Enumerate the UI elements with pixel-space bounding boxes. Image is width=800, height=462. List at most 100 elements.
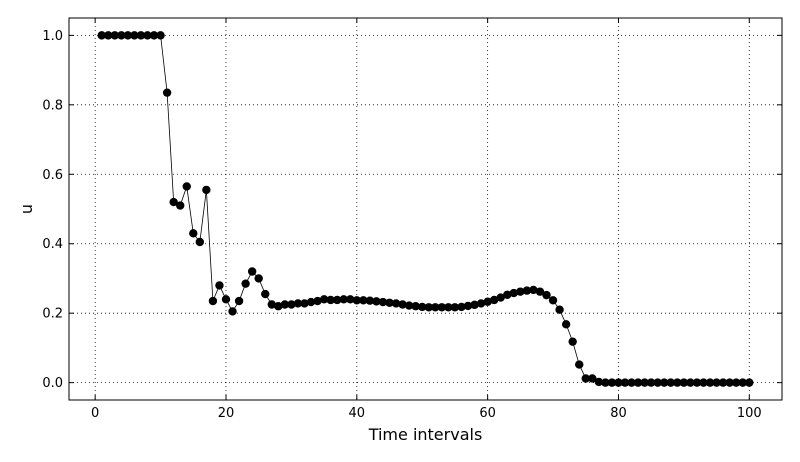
data-point (738, 378, 747, 387)
data-point (718, 378, 728, 387)
data-point (411, 302, 420, 311)
data-point (123, 31, 133, 40)
data-point (372, 297, 381, 306)
data-point (705, 378, 715, 387)
data-point (221, 295, 231, 304)
data-point (287, 300, 296, 309)
data-point (156, 31, 165, 40)
data-point (561, 320, 571, 329)
data-point (149, 31, 159, 40)
data-point (548, 296, 558, 305)
data-point (522, 286, 532, 295)
x-tick-label: 80 (610, 406, 627, 421)
ticks (69, 18, 782, 400)
data-point (653, 378, 662, 387)
data-point (673, 378, 682, 387)
data-point (594, 377, 604, 387)
data-point (306, 297, 316, 307)
data-point (568, 337, 577, 346)
data-point (607, 378, 617, 387)
series (97, 31, 754, 387)
data-point (699, 378, 708, 387)
data-point (117, 31, 126, 40)
data-point (326, 295, 335, 305)
data-point (581, 374, 590, 383)
data-point (496, 293, 505, 302)
data-point (97, 31, 106, 40)
data-point (431, 303, 440, 312)
data-point (195, 237, 205, 247)
data-point (339, 295, 348, 304)
y-tick-label: 0.0 (42, 376, 63, 391)
data-point (601, 378, 610, 387)
data-point (503, 290, 512, 299)
data-point (444, 303, 453, 312)
x-tick-label: 40 (349, 406, 366, 421)
data-point (509, 288, 519, 298)
data-point (313, 296, 322, 306)
data-point (130, 31, 139, 40)
data-point (346, 295, 355, 304)
data-point (398, 300, 407, 309)
data-point (476, 299, 486, 308)
data-point (176, 201, 185, 210)
grid (69, 18, 782, 400)
data-point (489, 295, 499, 305)
data-point (666, 378, 675, 387)
data-point (725, 378, 734, 387)
data-point (575, 360, 584, 369)
data-point (404, 301, 414, 310)
data-point (424, 303, 433, 312)
x-axis-label: Time intervals (368, 425, 483, 444)
data-point (378, 297, 388, 307)
data-point (267, 300, 276, 309)
data-point (110, 31, 119, 40)
data-point (732, 378, 741, 387)
data-point (391, 299, 401, 308)
data-point (254, 274, 263, 283)
data-point (385, 298, 394, 307)
data-point (535, 287, 545, 296)
data-point (620, 378, 630, 387)
data-point (660, 378, 669, 387)
data-point (202, 185, 211, 195)
data-point (104, 31, 113, 40)
data-point (692, 378, 702, 387)
data-point (293, 299, 303, 308)
data-point (234, 296, 244, 306)
data-point (169, 197, 178, 207)
data-point (516, 287, 525, 296)
data-point (352, 296, 362, 305)
data-point (646, 378, 656, 387)
data-point (627, 378, 636, 387)
data-point (332, 295, 342, 305)
data-point (143, 31, 152, 40)
data-point (365, 296, 375, 305)
data-point (555, 305, 564, 314)
data-point (463, 301, 473, 311)
data-point (450, 303, 460, 312)
data-point (686, 378, 695, 387)
data-point (712, 378, 721, 387)
y-tick-label: 1.0 (42, 29, 63, 44)
data-point (588, 374, 597, 383)
y-tick-label: 0.2 (42, 307, 63, 322)
x-tick-label: 100 (737, 406, 762, 421)
plot-frame (68, 17, 783, 401)
data-point (280, 300, 290, 309)
data-point (300, 299, 309, 308)
data-point (319, 295, 329, 304)
y-tick-label: 0.4 (42, 237, 63, 252)
data-point (228, 307, 237, 316)
x-tick-label: 60 (479, 406, 496, 421)
data-point (614, 378, 623, 387)
data-point (470, 300, 479, 310)
data-point (241, 279, 250, 288)
data-point (679, 378, 689, 387)
data-point (437, 303, 447, 312)
data-point (274, 302, 283, 311)
y-tick-label: 0.8 (42, 98, 63, 113)
data-point (215, 281, 224, 290)
